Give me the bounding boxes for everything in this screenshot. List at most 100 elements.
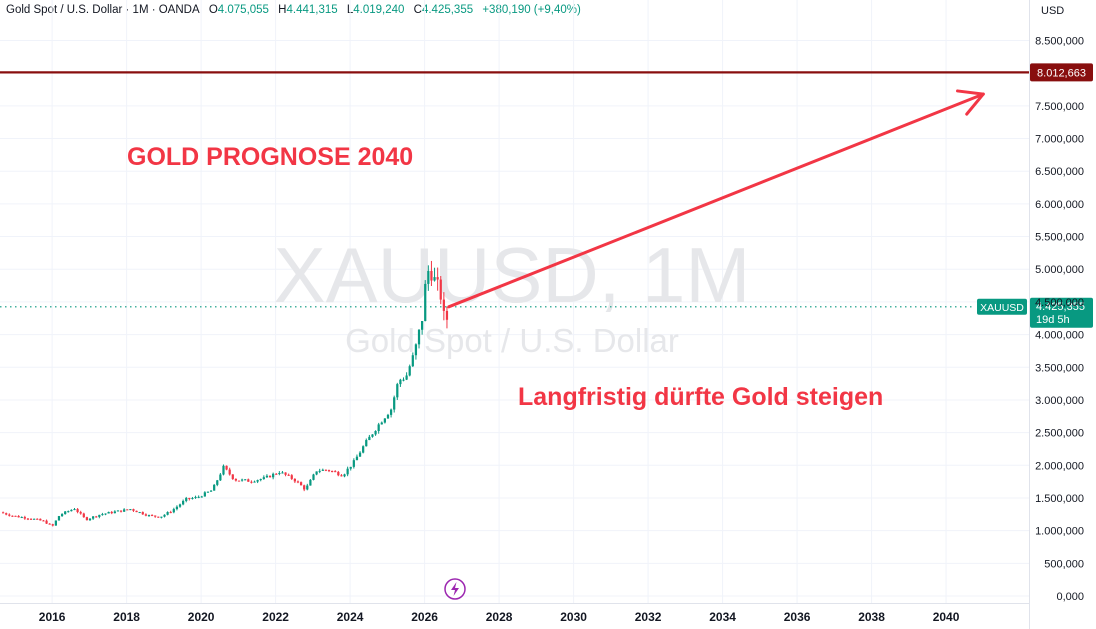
candle-body (178, 504, 182, 507)
open-key: O (208, 4, 218, 16)
candle-body (315, 471, 318, 475)
currency-button[interactable]: USD (1041, 5, 1065, 17)
candle-body (256, 480, 259, 482)
price-axis[interactable]: 0,000 500,000 1.000,000 1.500,000 2.000,000 2… (1035, 36, 1084, 604)
forecast-arrow-shaft[interactable] (447, 92, 985, 309)
close-value: 4.425,355 (421, 4, 474, 16)
candle-body (20, 517, 23, 519)
annotation-note[interactable]: Langfristig dürfte Gold steigen (518, 383, 883, 411)
target-price-tag[interactable]: 8.012,663 (1030, 63, 1093, 82)
candle-body (123, 509, 126, 512)
low-value: 4.019,240 (353, 4, 405, 16)
candle-body (113, 511, 116, 514)
y-tick-label: 7.000,000 (1035, 134, 1084, 146)
lightning-icon[interactable] (444, 578, 466, 600)
candle-body (306, 485, 309, 490)
candle-body (36, 518, 39, 520)
candle-body (309, 479, 312, 486)
candle-body (321, 469, 324, 471)
candle-body (33, 518, 36, 520)
candle-body (436, 277, 439, 280)
candle-body (82, 513, 85, 518)
candle-body (340, 475, 343, 477)
annotation-title[interactable]: GOLD PROGNOSE 2040 (127, 143, 413, 171)
candle-body (442, 299, 445, 311)
candle-body (95, 516, 98, 518)
candle-body (135, 510, 138, 513)
x-tick-label: 2032 (635, 610, 662, 624)
candle-body (343, 474, 346, 477)
candle-body (216, 480, 219, 485)
candle-body (203, 492, 206, 497)
candle-body (358, 452, 362, 457)
candle-body (182, 500, 185, 505)
target-tag-value: 8.012,663 (1037, 67, 1086, 79)
candle-body (132, 509, 135, 511)
y-tick-label: 4.500,000 (1035, 297, 1084, 309)
candle-body (368, 436, 371, 441)
candle-body (213, 484, 216, 491)
symbol-tag-bg (977, 298, 1027, 315)
x-tick-label: 2022 (262, 610, 289, 624)
candle-body (371, 434, 374, 437)
x-tick-label: 2028 (486, 610, 513, 624)
candle-body (98, 514, 101, 517)
watermark-symbol: XAUUSD, 1M (274, 231, 751, 319)
candle-body (73, 509, 76, 511)
candle-body (141, 512, 144, 515)
y-tick-label: 5.000,000 (1035, 264, 1084, 276)
price-axis-divider (1029, 0, 1030, 629)
candle-body (57, 516, 61, 521)
candle-body (129, 509, 132, 511)
candle-body (240, 479, 244, 481)
watermark: XAUUSD, 1M Gold Spot / U.S. Dollar (274, 231, 751, 359)
candle-body (188, 497, 191, 499)
candle-body (154, 515, 157, 517)
candle-body (411, 355, 414, 367)
candle-body (380, 422, 383, 425)
candles (1, 260, 449, 527)
candle-body (262, 477, 265, 480)
candle-body (299, 482, 303, 486)
candle-body (209, 490, 213, 492)
candle-body (284, 472, 287, 475)
candle-body (352, 460, 355, 467)
candle-body (362, 446, 365, 453)
forecast-arrow-head[interactable] (955, 89, 985, 116)
candle-body (76, 509, 79, 513)
legend: Gold Spot / U.S. Dollar · 1M · OANDA O4.… (6, 4, 581, 16)
open-value: 4.075,055 (217, 4, 269, 16)
symbol-title: Gold Spot / U.S. Dollar · 1M · OANDA (6, 4, 200, 16)
candle-body (318, 470, 321, 472)
candle-body (197, 496, 200, 498)
candle-body (206, 491, 210, 493)
candle-body (200, 496, 203, 498)
time-axis[interactable]: 2016 2018 2020 2022 2024 2026 2028 2030 2032 2034… (0, 603, 1029, 625)
y-tick-label: 8.500,000 (1035, 36, 1084, 48)
candle-body (253, 481, 256, 483)
candle-body (147, 515, 151, 517)
candle-body (259, 479, 262, 481)
candle-body (439, 279, 442, 300)
candle-body (166, 512, 169, 515)
candle-body (265, 475, 269, 478)
candle-body (386, 414, 390, 419)
candle-body (169, 512, 172, 514)
candle-body (244, 479, 247, 481)
y-tick-label: 5.500,000 (1035, 232, 1084, 244)
price-tag-bg (1030, 297, 1093, 328)
change-value: +380,190 (+9,40%) (482, 4, 581, 16)
candle-body (185, 497, 188, 501)
candle-body (296, 481, 300, 483)
candle-body (14, 515, 17, 517)
price-tag-countdown: 19d 5h (1036, 314, 1070, 326)
candle-body (85, 517, 89, 521)
candle-body (346, 468, 349, 475)
symbol-tag-label: XAUUSD (980, 302, 1024, 314)
y-tick-label: 0,000 (1056, 591, 1084, 603)
candle-body (414, 344, 418, 356)
y-tick-label: 500,000 (1044, 558, 1084, 570)
candle-body (138, 512, 141, 514)
